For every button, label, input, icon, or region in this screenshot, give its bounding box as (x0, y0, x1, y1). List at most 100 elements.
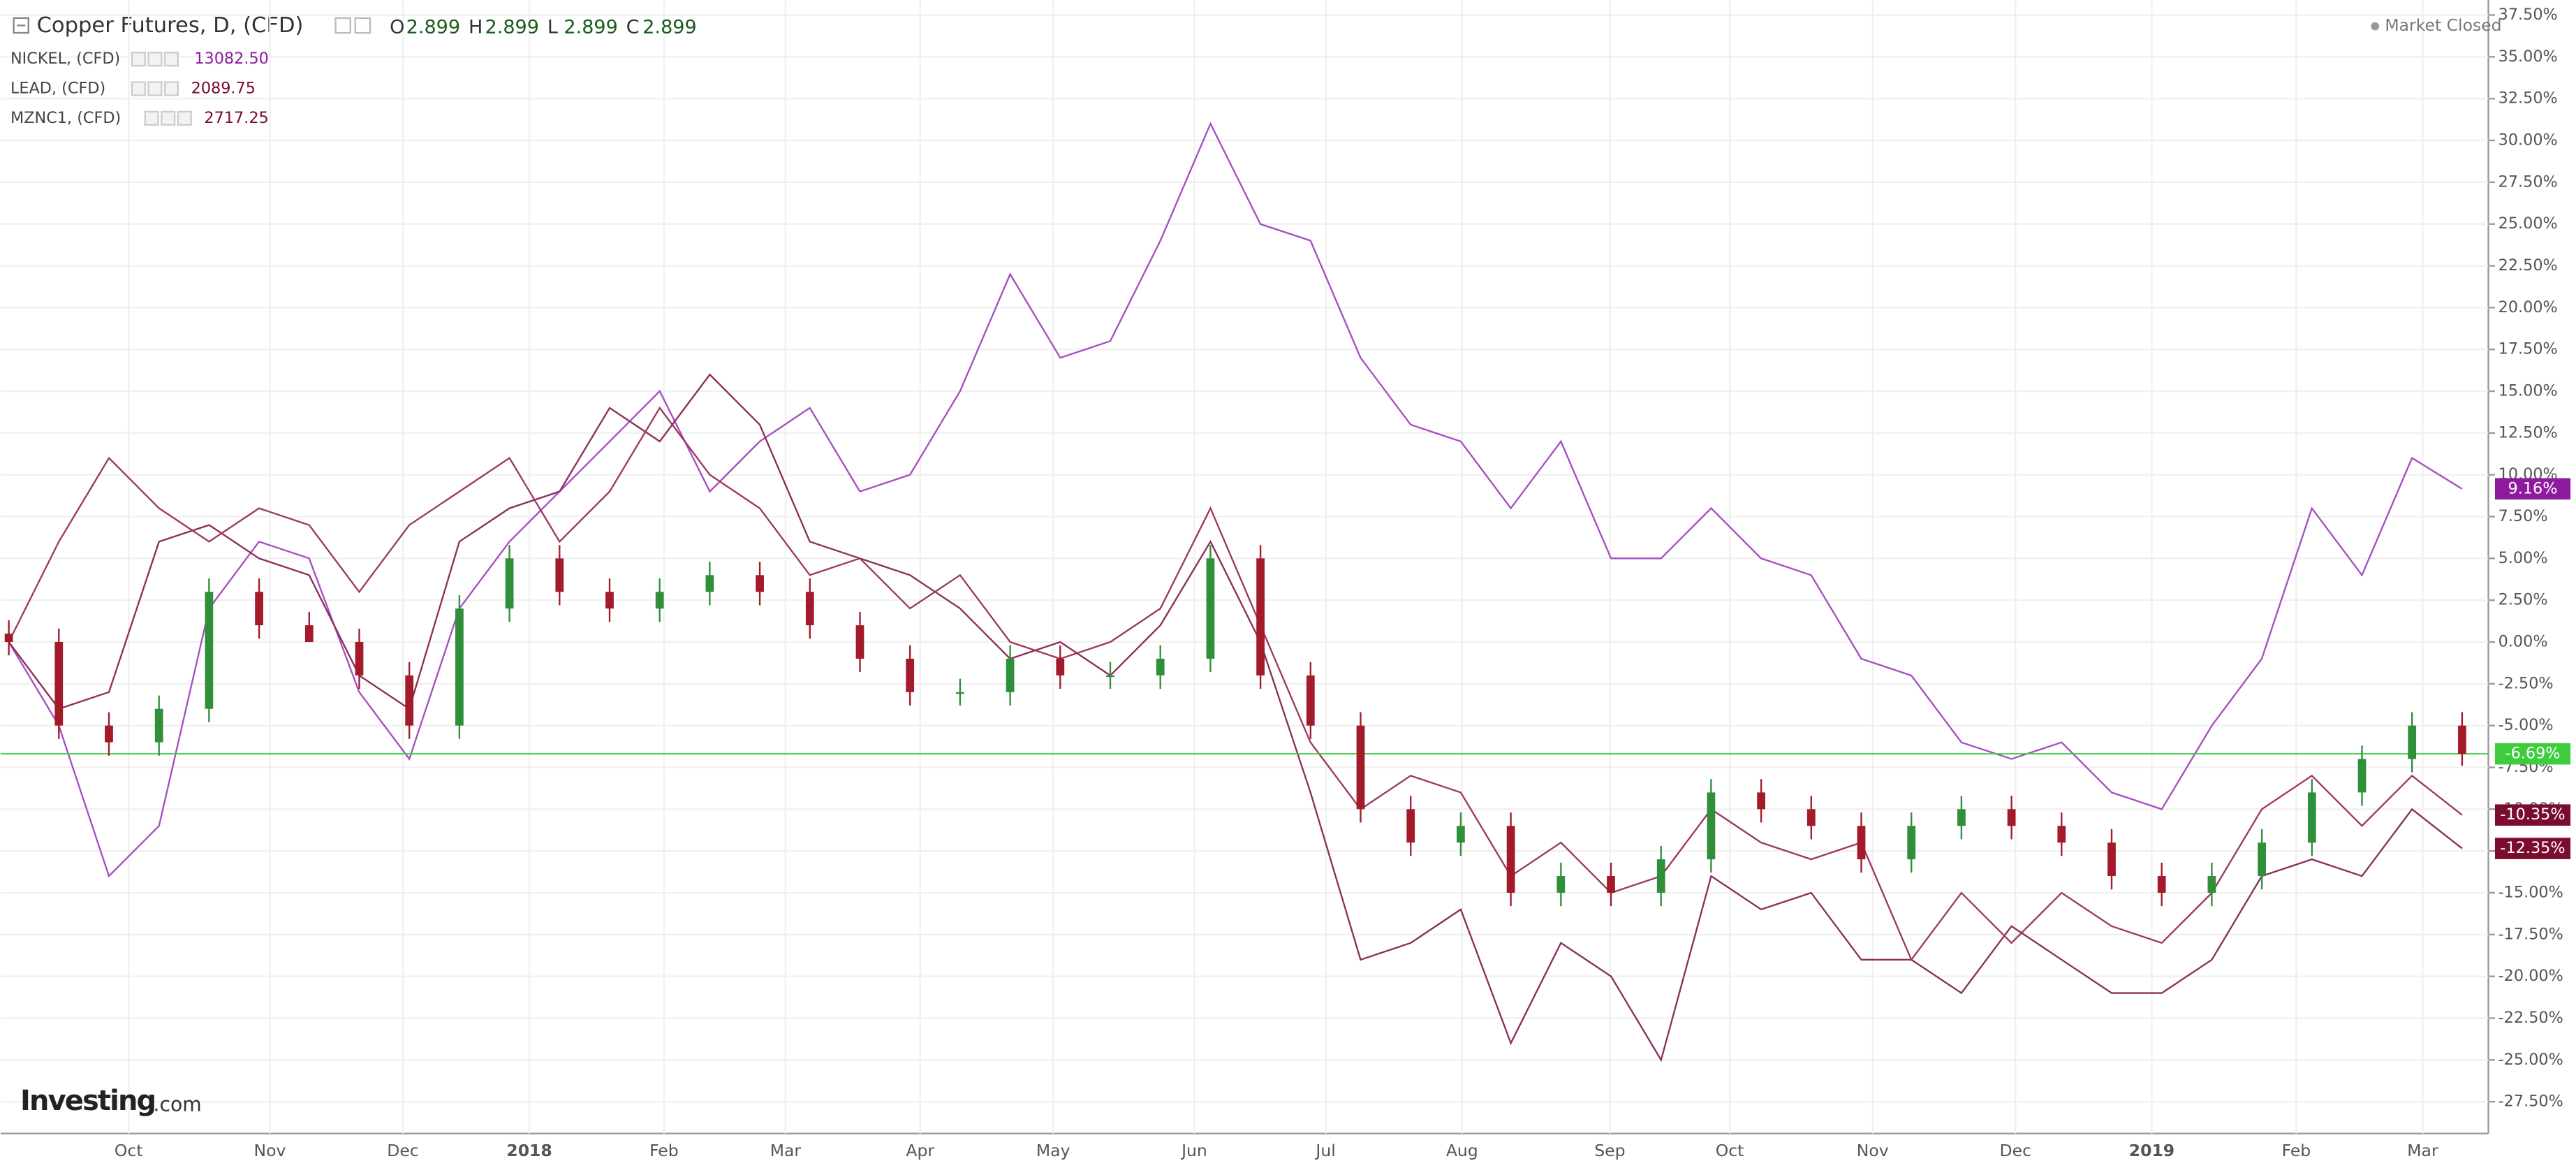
legend-name: NICKEL, (CFD) (10, 50, 120, 68)
y-tick-label: -17.50% (2498, 925, 2563, 943)
y-tick-label: 12.50% (2498, 423, 2558, 441)
candle-body (154, 708, 163, 743)
y-tick-label: 35.00% (2498, 48, 2558, 66)
legend-icon[interactable] (131, 81, 146, 96)
candle-body (1907, 826, 1916, 860)
candle-body (1957, 809, 1966, 826)
candle-body (2357, 759, 2367, 793)
series-line (8, 406, 2463, 962)
x-tick-label: 2018 (506, 1141, 552, 1160)
x-tick-label: Apr (906, 1141, 934, 1160)
price-label: -10.35% (2500, 805, 2565, 824)
logo: Investing (20, 1085, 155, 1117)
settings-icon[interactable] (354, 17, 371, 34)
x-tick-label: Feb (2282, 1141, 2311, 1160)
logo-suffix: .com (154, 1093, 202, 1116)
candle-body (855, 625, 864, 659)
candle-body (1356, 725, 1365, 810)
candle-body (2458, 725, 2466, 754)
y-tick-label: -25.00% (2498, 1051, 2563, 1069)
legend-icon[interactable] (163, 81, 179, 96)
series-line (8, 122, 2463, 878)
legend-quote: 2717.25 (204, 109, 268, 127)
y-tick-label: 25.00% (2498, 214, 2558, 233)
legend-icon[interactable] (161, 110, 176, 126)
candle-body (255, 592, 263, 626)
settings-icon[interactable] (334, 17, 351, 34)
x-tick-label: Sep (1594, 1141, 1625, 1160)
y-tick-label: 17.50% (2498, 340, 2558, 358)
candle-body (355, 642, 364, 676)
ohlc-label: L (547, 16, 558, 38)
ohlc-label: H (469, 16, 483, 38)
candle-body (1406, 809, 1415, 843)
candle-body (2207, 876, 2216, 893)
x-tick-label: Dec (387, 1141, 418, 1160)
candle-body (304, 625, 314, 643)
x-tick-label: 2019 (2129, 1141, 2174, 1160)
candle-body (455, 608, 464, 726)
x-tick-label: Jun (1180, 1141, 1207, 1160)
candle-body (906, 658, 915, 692)
candle-body (1206, 558, 1215, 659)
candle-body (605, 592, 614, 609)
legend-icon[interactable] (163, 52, 179, 67)
candle-body (555, 558, 564, 592)
candle-body (1106, 675, 1114, 678)
status-dot (2371, 22, 2380, 31)
x-tick-label: May (1036, 1141, 1070, 1160)
candle-body (1656, 859, 1665, 893)
candle-body (1607, 876, 1615, 893)
market-status: Market Closed (2385, 15, 2501, 35)
candle-body (105, 725, 113, 743)
y-tick-label: -27.50% (2498, 1093, 2563, 1111)
candle-body (1056, 658, 1065, 676)
y-tick-label: 7.50% (2498, 507, 2548, 525)
candle-body (2307, 792, 2316, 843)
x-tick-label: Nov (1857, 1141, 1889, 1160)
x-tick-label: Dec (2000, 1141, 2031, 1160)
candle-body (1857, 826, 1866, 860)
legend-icon[interactable] (147, 81, 163, 96)
candle-body (1556, 876, 1566, 893)
y-tick-label: -5.00% (2498, 716, 2554, 734)
ohlc-label: C (626, 16, 640, 38)
series-line (8, 373, 2463, 1063)
x-tick-label: Aug (1446, 1141, 1478, 1160)
main-title: Copper Futures, D, (CFD) (37, 13, 304, 38)
legend-quote: 2089.75 (191, 79, 256, 97)
candle-body (54, 642, 64, 726)
legend-icon[interactable] (144, 110, 159, 126)
ohlc-value: 2.899 (642, 16, 696, 38)
legend-name: LEAD, (CFD) (10, 79, 105, 97)
y-tick-label: 30.00% (2498, 131, 2558, 149)
candle-body (4, 634, 13, 643)
y-tick-label: -15.00% (2498, 883, 2563, 901)
legend-quote: 13082.50 (194, 50, 269, 68)
candle-body (1707, 792, 1716, 860)
candle-body (1806, 809, 1816, 826)
candle-body (805, 592, 814, 626)
x-tick-label: Nov (254, 1141, 286, 1160)
ohlc-value: 2.899 (564, 16, 617, 38)
legend-icon[interactable] (147, 52, 163, 67)
y-tick-label: 20.00% (2498, 298, 2558, 316)
x-tick-label: Jul (1314, 1141, 1335, 1160)
price-label: -12.35% (2500, 839, 2565, 857)
legend-icon[interactable] (177, 110, 192, 126)
ohlc-value: 2.899 (485, 16, 539, 38)
price-label-bg (2494, 478, 2571, 500)
collapse-button[interactable] (13, 17, 29, 34)
candle-body (756, 575, 764, 592)
candle-body (205, 592, 214, 709)
x-tick-label: Oct (115, 1141, 143, 1160)
ohlc-value: 2.899 (406, 16, 460, 38)
y-tick-label: 22.50% (2498, 256, 2558, 275)
y-tick-label: 32.50% (2498, 89, 2558, 108)
legend-icon[interactable] (131, 52, 146, 67)
candle-body (1757, 792, 1765, 810)
